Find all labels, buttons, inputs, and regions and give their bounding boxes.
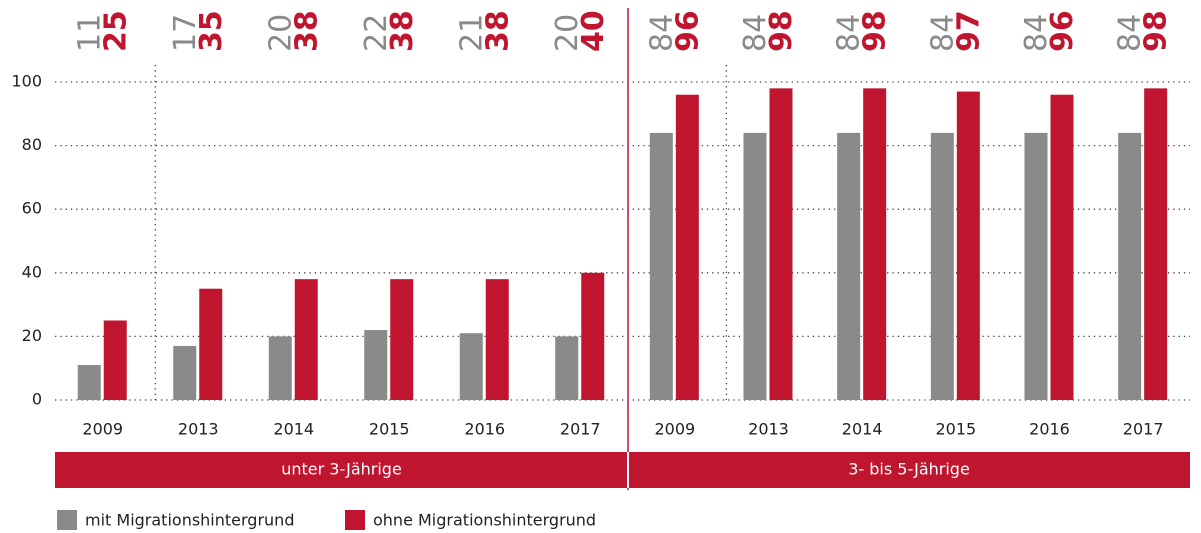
value-label: 84 <box>738 14 773 52</box>
x-tick-label: 2017 <box>1123 420 1164 439</box>
group-band <box>628 452 1190 488</box>
value-label: 84 <box>1019 14 1054 52</box>
y-tick-label: 80 <box>22 135 42 154</box>
bar <box>769 88 793 401</box>
value-label: 38 <box>480 10 515 52</box>
bar <box>956 91 980 400</box>
value-label: 96 <box>670 10 705 52</box>
bar <box>103 320 127 400</box>
bar <box>459 333 483 400</box>
value-label: 98 <box>858 10 893 52</box>
value-label: 20 <box>550 14 585 52</box>
bar <box>173 345 197 400</box>
value-label: 21 <box>454 14 489 52</box>
bar <box>199 288 223 400</box>
value-label: 96 <box>1045 10 1080 52</box>
y-tick-label: 100 <box>11 72 42 91</box>
group-label: 3- bis 5-Jährige <box>848 460 970 479</box>
x-tick-label: 2017 <box>560 420 601 439</box>
value-label: 98 <box>1139 10 1174 52</box>
y-tick-label: 60 <box>22 199 42 218</box>
value-label: 98 <box>764 10 799 52</box>
group-label: unter 3-Jährige <box>281 460 402 479</box>
y-tick-label: 40 <box>22 262 42 281</box>
value-label: 40 <box>576 10 611 52</box>
x-tick-label: 2009 <box>654 420 695 439</box>
value-label: 84 <box>644 14 679 52</box>
value-label: 84 <box>1113 14 1148 52</box>
bar <box>837 132 861 400</box>
bar <box>364 330 388 400</box>
y-tick-label: 0 <box>32 390 42 409</box>
x-tick-label: 2016 <box>1029 420 1070 439</box>
bar <box>555 336 579 400</box>
legend-swatch <box>345 510 365 530</box>
bar <box>649 132 673 400</box>
x-tick-label: 2014 <box>842 420 883 439</box>
legend-label: ohne Migrationshintergrund <box>373 511 596 530</box>
bar <box>1050 94 1074 400</box>
x-tick-label: 2014 <box>273 420 314 439</box>
x-tick-label: 2016 <box>464 420 505 439</box>
value-label: 17 <box>168 14 203 52</box>
group-band <box>55 452 628 488</box>
bar <box>743 132 767 400</box>
value-label: 84 <box>832 14 867 52</box>
bar <box>1144 88 1168 401</box>
bar <box>294 279 318 400</box>
bar <box>77 365 101 400</box>
bar <box>675 94 699 400</box>
y-tick-label: 20 <box>22 326 42 345</box>
bar <box>1118 132 1142 400</box>
value-label: 11 <box>72 14 107 52</box>
legend-swatch <box>57 510 77 530</box>
x-tick-label: 2015 <box>935 420 976 439</box>
bar <box>485 279 509 400</box>
x-tick-label: 2013 <box>178 420 219 439</box>
bar <box>863 88 887 401</box>
value-label: 35 <box>194 10 229 52</box>
bar <box>390 279 414 400</box>
value-label: 84 <box>925 14 960 52</box>
value-label: 25 <box>98 10 133 52</box>
value-label: 38 <box>385 10 420 52</box>
value-label: 20 <box>263 14 298 52</box>
legend-label: mit Migrationshintergrund <box>85 511 294 530</box>
value-label: 22 <box>359 14 394 52</box>
bar <box>581 272 605 400</box>
bar <box>1024 132 1048 400</box>
x-tick-label: 2013 <box>748 420 789 439</box>
bar <box>268 336 292 400</box>
value-label: 38 <box>289 10 324 52</box>
x-tick-label: 2015 <box>369 420 410 439</box>
bar <box>930 132 954 400</box>
value-label: 97 <box>951 10 986 52</box>
x-tick-label: 2009 <box>82 420 123 439</box>
